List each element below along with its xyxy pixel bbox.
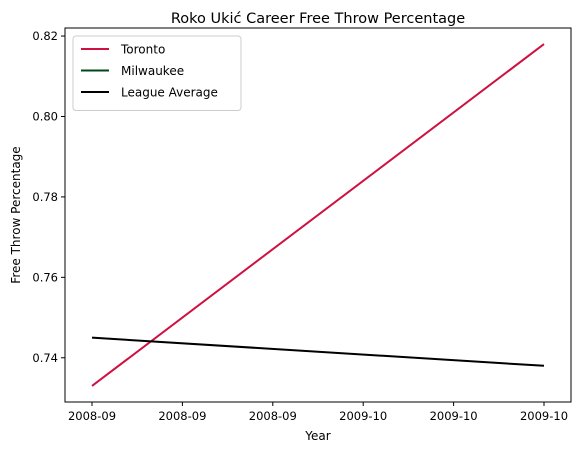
plot-lines bbox=[91, 43, 545, 387]
y-tick-label: 0.76 bbox=[32, 270, 58, 284]
plot-frame bbox=[64, 27, 572, 403]
legend-box bbox=[72, 35, 242, 111]
series-line-2 bbox=[91, 336, 545, 367]
x-tick-label: 2009-10 bbox=[430, 409, 478, 423]
x-axis: 2008-09 2008-09 2008-09 2009-10 2009-10 2009-… bbox=[68, 402, 568, 423]
x-tick-label: 2009-10 bbox=[339, 409, 387, 423]
chart-title: Roko Ukić Career Free Throw Percentage bbox=[171, 11, 465, 27]
x-tick-label: 2008-09 bbox=[158, 409, 206, 423]
y-tick-label: 0.74 bbox=[32, 351, 58, 365]
y-axis: 0.74 0.76 0.78 0.80 0.82 bbox=[32, 29, 65, 365]
y-axis-label: Free Throw Percentage bbox=[9, 146, 23, 283]
y-tick-label: 0.80 bbox=[32, 109, 58, 123]
series-line-0 bbox=[91, 43, 545, 387]
x-axis-label: Year bbox=[304, 429, 330, 443]
legend-label: League Average bbox=[121, 86, 218, 100]
x-tick-label: 2009-10 bbox=[520, 409, 568, 423]
y-tick-label: 0.82 bbox=[32, 29, 58, 43]
x-tick-label: 2008-09 bbox=[249, 409, 297, 423]
y-tick-label: 0.78 bbox=[32, 190, 58, 204]
legend-label: Milwaukee bbox=[121, 64, 184, 78]
x-tick-label: 2008-09 bbox=[68, 409, 116, 423]
legend: Toronto Milwaukee League Average bbox=[72, 35, 242, 111]
legend-label: Toronto bbox=[120, 43, 165, 57]
